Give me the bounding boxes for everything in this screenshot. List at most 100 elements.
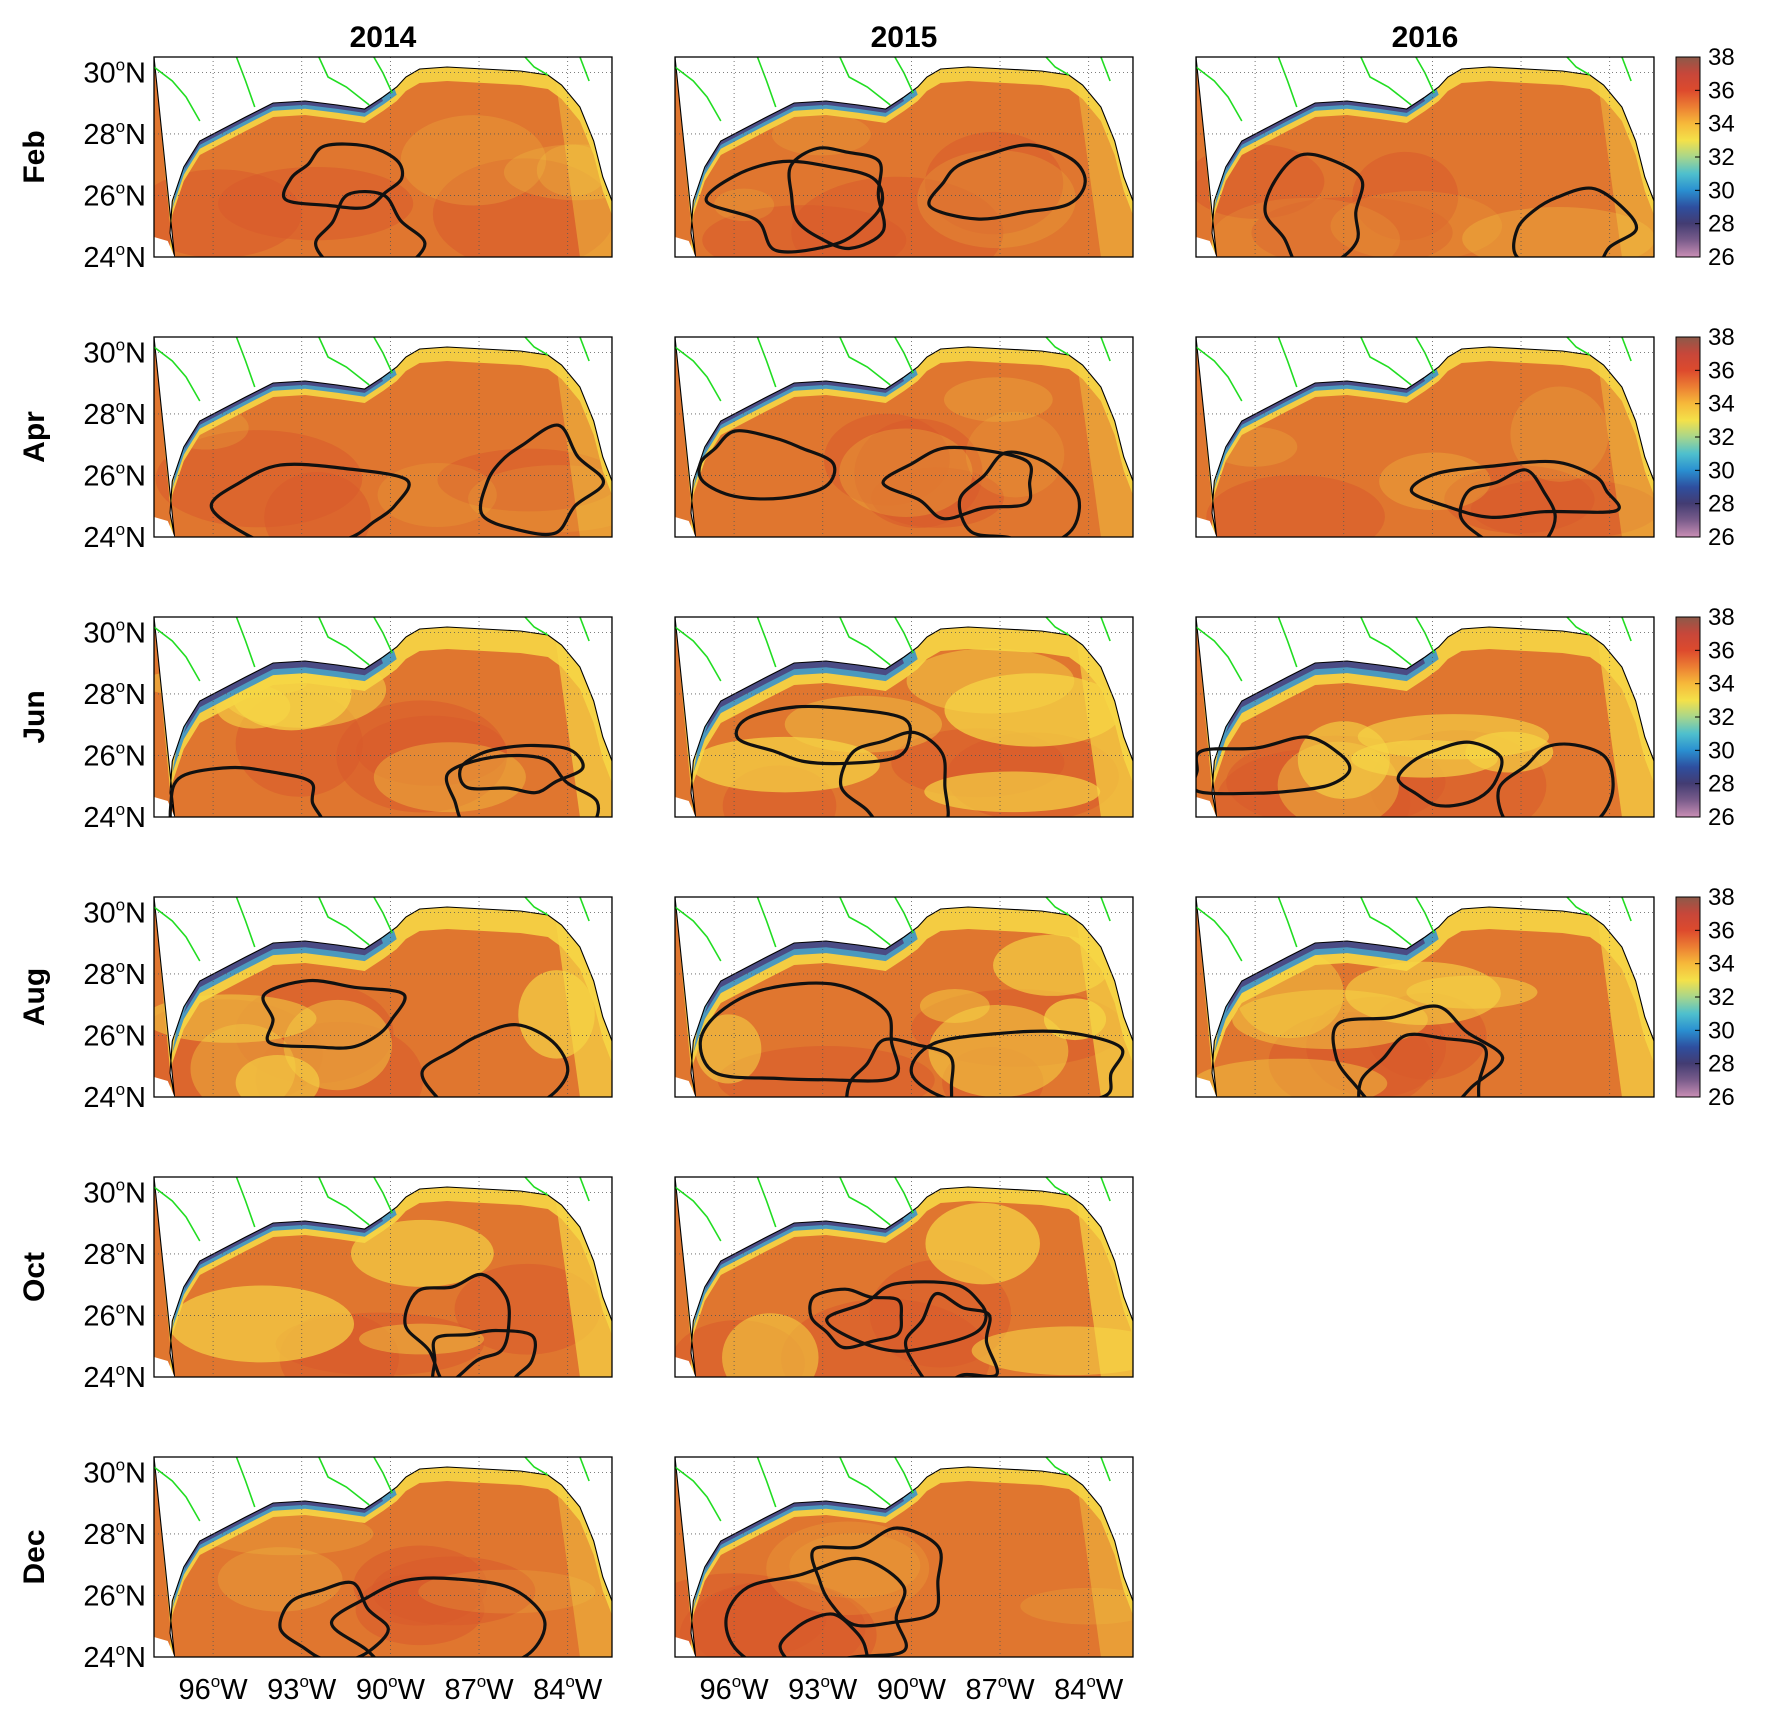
salinity-patch bbox=[536, 144, 608, 197]
row-label-feb: Feb bbox=[18, 130, 51, 183]
river-line bbox=[1196, 346, 1243, 402]
salinity-patch bbox=[1210, 197, 1401, 257]
colorbar-tick-label: 36 bbox=[1708, 77, 1735, 104]
river-line bbox=[1415, 617, 1435, 654]
river-line bbox=[1100, 897, 1111, 922]
river-line bbox=[524, 337, 549, 356]
river-line bbox=[235, 1177, 256, 1228]
land bbox=[1196, 617, 1654, 817]
map-panel-feb-2015 bbox=[674, 56, 1134, 258]
river-line bbox=[1621, 57, 1632, 82]
salinity-patch bbox=[919, 989, 990, 1023]
river-line bbox=[1621, 617, 1632, 642]
land bbox=[1196, 57, 1654, 257]
land bbox=[154, 1077, 175, 1097]
panel-frame bbox=[153, 896, 613, 1098]
salinity-patch bbox=[1379, 452, 1491, 511]
river-line bbox=[1277, 897, 1298, 948]
contour-line bbox=[314, 189, 427, 257]
river-line bbox=[1196, 626, 1243, 682]
panel-frame bbox=[153, 1456, 613, 1658]
land bbox=[154, 57, 612, 257]
contour-line bbox=[329, 1576, 547, 1657]
river-line bbox=[1566, 617, 1591, 636]
river-line bbox=[839, 1177, 891, 1226]
contour-line bbox=[281, 142, 405, 210]
panel-frame bbox=[1195, 56, 1655, 258]
salinity-patch bbox=[1206, 474, 1385, 537]
land bbox=[675, 1637, 696, 1657]
river-line bbox=[756, 617, 777, 668]
river-line bbox=[235, 897, 256, 948]
land bbox=[675, 1177, 1133, 1377]
river-line bbox=[235, 57, 256, 108]
contour-line bbox=[1331, 1004, 1505, 1097]
river-line bbox=[373, 1177, 393, 1214]
colorbar-tick-label: 26 bbox=[1708, 1084, 1735, 1111]
contour-line bbox=[787, 146, 886, 251]
colorbar-tick-label: 34 bbox=[1708, 111, 1735, 138]
lon-tick-label: 96oW bbox=[700, 1672, 770, 1706]
salinity-patch bbox=[1406, 975, 1538, 1009]
salinity-patch bbox=[1232, 989, 1428, 1050]
river-line bbox=[1360, 57, 1412, 106]
river-line bbox=[318, 617, 370, 666]
land bbox=[1196, 517, 1217, 537]
salinity-patch bbox=[925, 1202, 1040, 1285]
salinity-patch bbox=[155, 430, 363, 528]
lat-tick-label: 24oN bbox=[83, 800, 146, 834]
salinity-patch bbox=[169, 1285, 355, 1363]
map-panel-oct-2015 bbox=[674, 1176, 1134, 1378]
lat-tick-label: 24oN bbox=[83, 1640, 146, 1674]
salinity-patch bbox=[695, 1014, 762, 1084]
river-line bbox=[756, 897, 777, 948]
contour-line bbox=[724, 1556, 908, 1657]
land bbox=[154, 517, 175, 537]
river-line bbox=[1100, 57, 1111, 82]
salinity-patch bbox=[917, 150, 1076, 249]
colorbar-tick-label: 38 bbox=[1708, 884, 1735, 911]
contour-line bbox=[403, 1272, 511, 1377]
land bbox=[675, 797, 696, 817]
salinity-patch bbox=[784, 695, 943, 753]
map-panel-dec-2015 bbox=[674, 1456, 1134, 1658]
river-line bbox=[579, 57, 590, 82]
land bbox=[1196, 337, 1654, 537]
map-panel-jun-2015 bbox=[674, 616, 1134, 818]
land bbox=[675, 897, 1133, 1097]
river-line bbox=[318, 337, 370, 386]
land bbox=[1196, 797, 1217, 817]
map-panel-jun-2014: 30oN 28oN 26oN 24oN bbox=[83, 615, 613, 834]
land bbox=[1196, 1077, 1217, 1097]
colorbar-tick-label: 28 bbox=[1708, 1051, 1735, 1078]
river-line bbox=[1045, 897, 1070, 916]
river-line bbox=[154, 66, 201, 122]
river-line bbox=[154, 346, 201, 402]
river-line bbox=[579, 617, 590, 642]
colorbar-jun: 38 36 34 32 30 28 26 bbox=[1675, 604, 1735, 831]
lat-tick-label: 28oN bbox=[83, 1237, 146, 1271]
map-panel-apr-2014: 30oN 28oN 26oN 24oN bbox=[83, 335, 613, 554]
panel-frame bbox=[153, 1176, 613, 1378]
contour-line bbox=[698, 981, 900, 1083]
lat-tick-label: 28oN bbox=[83, 677, 146, 711]
river-line bbox=[373, 617, 393, 654]
lat-tick-label: 24oN bbox=[83, 240, 146, 274]
lat-tick-label: 28oN bbox=[83, 397, 146, 431]
lat-tick-label: 26oN bbox=[83, 1298, 146, 1332]
salinity-patch bbox=[400, 115, 547, 206]
land bbox=[1196, 897, 1654, 1097]
row-label-dec: Dec bbox=[18, 1529, 51, 1584]
river-line bbox=[1277, 337, 1298, 388]
map-panel-oct-2014: 30oN 28oN 26oN 24oN bbox=[83, 1175, 613, 1394]
river-line bbox=[373, 1457, 393, 1494]
contour-line bbox=[1396, 740, 1504, 808]
lon-tick-label: 87oW bbox=[444, 1672, 514, 1706]
river-line bbox=[1277, 57, 1298, 108]
river-line bbox=[894, 1177, 914, 1214]
panel-frame bbox=[674, 56, 1134, 258]
colorbar-feb: 38 36 34 32 30 28 26 bbox=[1675, 44, 1735, 271]
contour-line bbox=[845, 1037, 955, 1097]
river-line bbox=[675, 346, 722, 402]
